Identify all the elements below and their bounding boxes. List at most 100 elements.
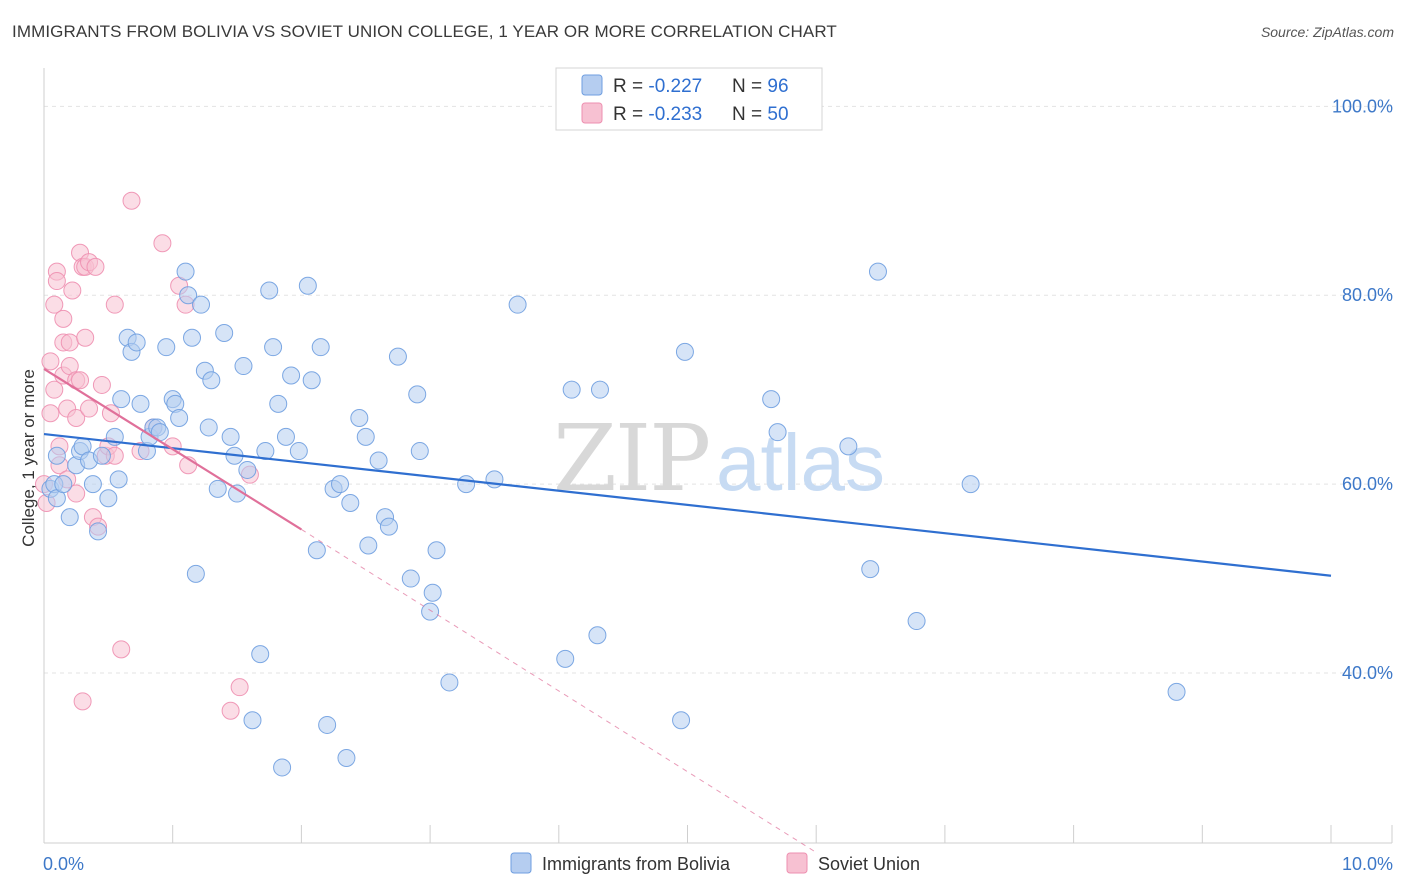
soviet-union-point-20 <box>67 409 86 427</box>
bolivia-point-32 <box>183 328 202 347</box>
bolivia-point-72 <box>408 385 427 404</box>
bolivia-point-29 <box>170 409 189 427</box>
bolivia-point-3 <box>47 446 66 465</box>
bolivia-point-37 <box>202 371 221 390</box>
soviet-union-point-39 <box>122 191 141 210</box>
bottom-legend-swatch-blue <box>510 852 532 874</box>
soviet-union-point-19 <box>67 484 86 503</box>
bolivia-point-69 <box>379 517 398 536</box>
bolivia-point-56 <box>302 371 321 390</box>
soviet-union-point-47 <box>221 701 240 720</box>
bolivia-point-75 <box>423 583 442 602</box>
y-tick-labels: 100.0% 80.0% 60.0% 40.0% <box>1332 96 1393 683</box>
bolivia-point-84 <box>590 380 609 399</box>
soviet-union-point-42 <box>153 234 172 253</box>
bolivia-point-51 <box>273 758 292 777</box>
bolivia-point-31 <box>179 286 198 305</box>
soviet-union-point-3 <box>41 352 60 371</box>
legend-r-value-1: -0.227 <box>648 76 702 97</box>
bolivia-point-91 <box>868 262 887 281</box>
bolivia-point-57 <box>307 541 326 560</box>
bolivia-point-74 <box>421 602 440 621</box>
svg-text:N = 50: N = 50 <box>732 104 789 125</box>
soviet-union-trend-line <box>43 367 302 531</box>
soviet-union-point-12 <box>54 309 73 328</box>
bolivia-point-43 <box>234 357 253 376</box>
legend-n-value-2: 50 <box>767 104 788 125</box>
bottom-legend-label-blue: Immigrants from Bolivia <box>542 854 731 874</box>
bolivia-point-82 <box>562 380 581 399</box>
legend-n-label-2: N = <box>732 104 767 125</box>
bolivia-point-89 <box>839 437 858 456</box>
soviet-union-point-5 <box>45 295 64 314</box>
bolivia-point-48 <box>260 281 279 300</box>
correlation-legend: R = -0.227 N = 96 R = -0.233 N = 50 <box>555 67 823 131</box>
soviet-union-point-16 <box>60 333 79 352</box>
bolivia-point-70 <box>388 347 407 366</box>
bolivia-point-73 <box>410 442 429 461</box>
soviet-union-point-17 <box>63 281 82 300</box>
soviet-union-point-24 <box>73 692 92 711</box>
bolivia-point-81 <box>556 649 575 668</box>
bolivia-point-90 <box>861 560 880 579</box>
bottom-legend-swatch-pink <box>786 852 808 874</box>
bolivia-point-33 <box>186 564 205 583</box>
x-tick-label-0: 0.0% <box>43 854 84 874</box>
soviet-union-point-25 <box>76 328 95 347</box>
bolivia-point-63 <box>341 494 360 512</box>
bolivia-point-16 <box>112 390 131 409</box>
bolivia-point-85 <box>672 711 691 730</box>
svg-text:R = -0.233: R = -0.233 <box>613 104 702 125</box>
bolivia-point-64 <box>350 409 369 427</box>
soviet-union-point-38 <box>112 640 131 659</box>
bolivia-point-19 <box>127 333 146 352</box>
bolivia-point-71 <box>401 569 420 588</box>
y-axis-title: College, 1 year or more <box>19 369 38 547</box>
legend-n-label-1: N = <box>732 76 767 97</box>
legend-swatch-pink <box>581 102 603 124</box>
bolivia-point-30 <box>176 262 195 281</box>
bolivia-point-44 <box>238 460 257 479</box>
bolivia-point-80 <box>508 295 527 314</box>
soviet-union-point-4 <box>45 380 64 399</box>
bolivia-point-59 <box>318 715 337 734</box>
trend-lines <box>43 367 1332 853</box>
bolivia-point-39 <box>215 324 234 342</box>
series-legend: Immigrants from Bolivia Soviet Union <box>510 852 920 874</box>
bolivia-point-52 <box>276 427 295 446</box>
bolivia-point-77 <box>440 673 459 692</box>
bolivia-point-45 <box>243 711 262 730</box>
soviet-union-point-36 <box>105 295 124 314</box>
y-tick-label-3: 40.0% <box>1342 663 1393 683</box>
bolivia-point-13 <box>99 489 118 508</box>
bolivia-point-36 <box>199 418 218 437</box>
soviet-union-point-28 <box>80 399 99 418</box>
bolivia-point-10 <box>83 475 102 494</box>
bolivia-point-4 <box>54 475 73 494</box>
bolivia-point-83 <box>588 626 607 645</box>
bottom-legend-label-pink: Soviet Union <box>818 854 920 874</box>
soviet-union-point-30 <box>86 257 105 276</box>
bolivia-point-38 <box>208 479 227 498</box>
bolivia-point-53 <box>282 366 301 385</box>
bolivia-point-86 <box>675 342 694 361</box>
soviet-union-trend-extension <box>301 529 817 853</box>
y-tick-label-0: 100.0% <box>1332 96 1393 116</box>
bolivia-point-40 <box>221 427 240 446</box>
bolivia-point-50 <box>269 394 288 413</box>
bolivia-point-65 <box>356 427 375 446</box>
soviet-union-point-32 <box>92 375 111 394</box>
axes <box>43 68 1393 844</box>
bolivia-point-78 <box>457 475 476 494</box>
bolivia-point-12 <box>92 446 111 465</box>
svg-text:R = -0.227: R = -0.227 <box>613 76 702 97</box>
chart-title: IMMIGRANTS FROM BOLIVIA VS SOVIET UNION … <box>12 22 837 41</box>
grid-lines <box>44 105 1392 674</box>
legend-r-label-1: R = <box>613 76 648 97</box>
bolivia-trend-line <box>43 432 1332 577</box>
bolivia-point-49 <box>264 338 283 357</box>
soviet-union-point-48 <box>230 678 249 697</box>
bolivia-point-5 <box>60 508 79 527</box>
bolivia-point-93 <box>961 475 980 494</box>
bolivia-point-88 <box>768 423 787 442</box>
